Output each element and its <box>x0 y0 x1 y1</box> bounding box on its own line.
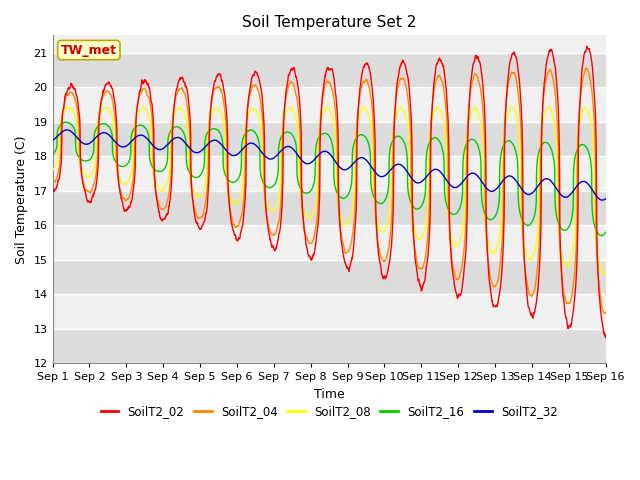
Bar <box>52 36 605 53</box>
Text: TW_met: TW_met <box>61 44 117 57</box>
Bar <box>52 260 605 294</box>
Bar <box>52 87 605 121</box>
Y-axis label: Soil Temperature (C): Soil Temperature (C) <box>15 135 28 264</box>
Bar <box>52 225 605 260</box>
X-axis label: Time: Time <box>314 388 344 401</box>
Legend: SoilT2_02, SoilT2_04, SoilT2_08, SoilT2_16, SoilT2_32: SoilT2_02, SoilT2_04, SoilT2_08, SoilT2_… <box>96 401 563 423</box>
Bar <box>52 294 605 329</box>
Bar <box>52 191 605 225</box>
Bar <box>52 53 605 87</box>
Bar <box>52 329 605 363</box>
Title: Soil Temperature Set 2: Soil Temperature Set 2 <box>242 15 417 30</box>
Bar <box>52 156 605 191</box>
Bar <box>52 121 605 156</box>
